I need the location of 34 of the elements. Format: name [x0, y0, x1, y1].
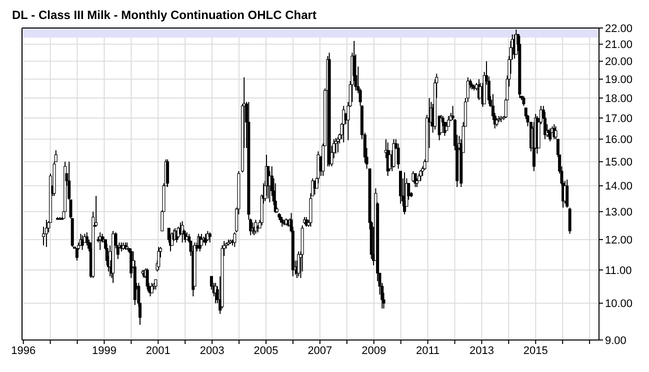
candlestick: [44, 219, 48, 248]
x-tick-label: 2001: [146, 344, 170, 357]
candlestick: [334, 138, 338, 154]
y-tick-label: 14.00: [605, 180, 633, 193]
candlestick: [568, 207, 572, 234]
candlestick: [297, 250, 300, 277]
candlestick: [440, 114, 443, 134]
chart-title: DL - Class III Milk - Monthly Continuation OHLC Chart: [11, 8, 318, 24]
y-tick-label: 15.00: [605, 156, 633, 169]
candlestick: [146, 268, 149, 290]
x-tick-label: 2007: [308, 344, 332, 357]
candlestick: [566, 179, 569, 208]
candlestick: [208, 232, 212, 243]
x-tick-label: 2003: [200, 344, 224, 357]
y-tick-label: 19.00: [605, 74, 633, 86]
y-tick-label: 12.00: [605, 234, 633, 246]
x-tick-label: 2013: [469, 344, 494, 357]
y-tick-label: 16.00: [605, 134, 633, 146]
y-tick-label: 10.00: [605, 298, 633, 310]
candlestick: [206, 230, 210, 242]
x-tick-label: 2005: [254, 344, 278, 357]
y-tick-label: 20.00: [605, 56, 633, 68]
x-tick-label: 1996: [11, 344, 36, 357]
y-tick-label: 13.00: [605, 206, 633, 219]
x-tick-label: 1999: [92, 344, 116, 357]
y-tick-label: 18.00: [605, 92, 633, 105]
y-tick-label: 17.00: [605, 112, 633, 125]
x-tick-label: 2011: [416, 344, 440, 357]
y-tick-label: 21.00: [605, 39, 633, 52]
y-tick-label: 22.00: [605, 22, 633, 35]
x-tick-label: 2009: [362, 344, 386, 357]
y-tick-label: 9.00: [605, 334, 626, 347]
y-tick-label: 11.00: [605, 264, 632, 277]
x-tick-label: 2015: [523, 344, 548, 357]
